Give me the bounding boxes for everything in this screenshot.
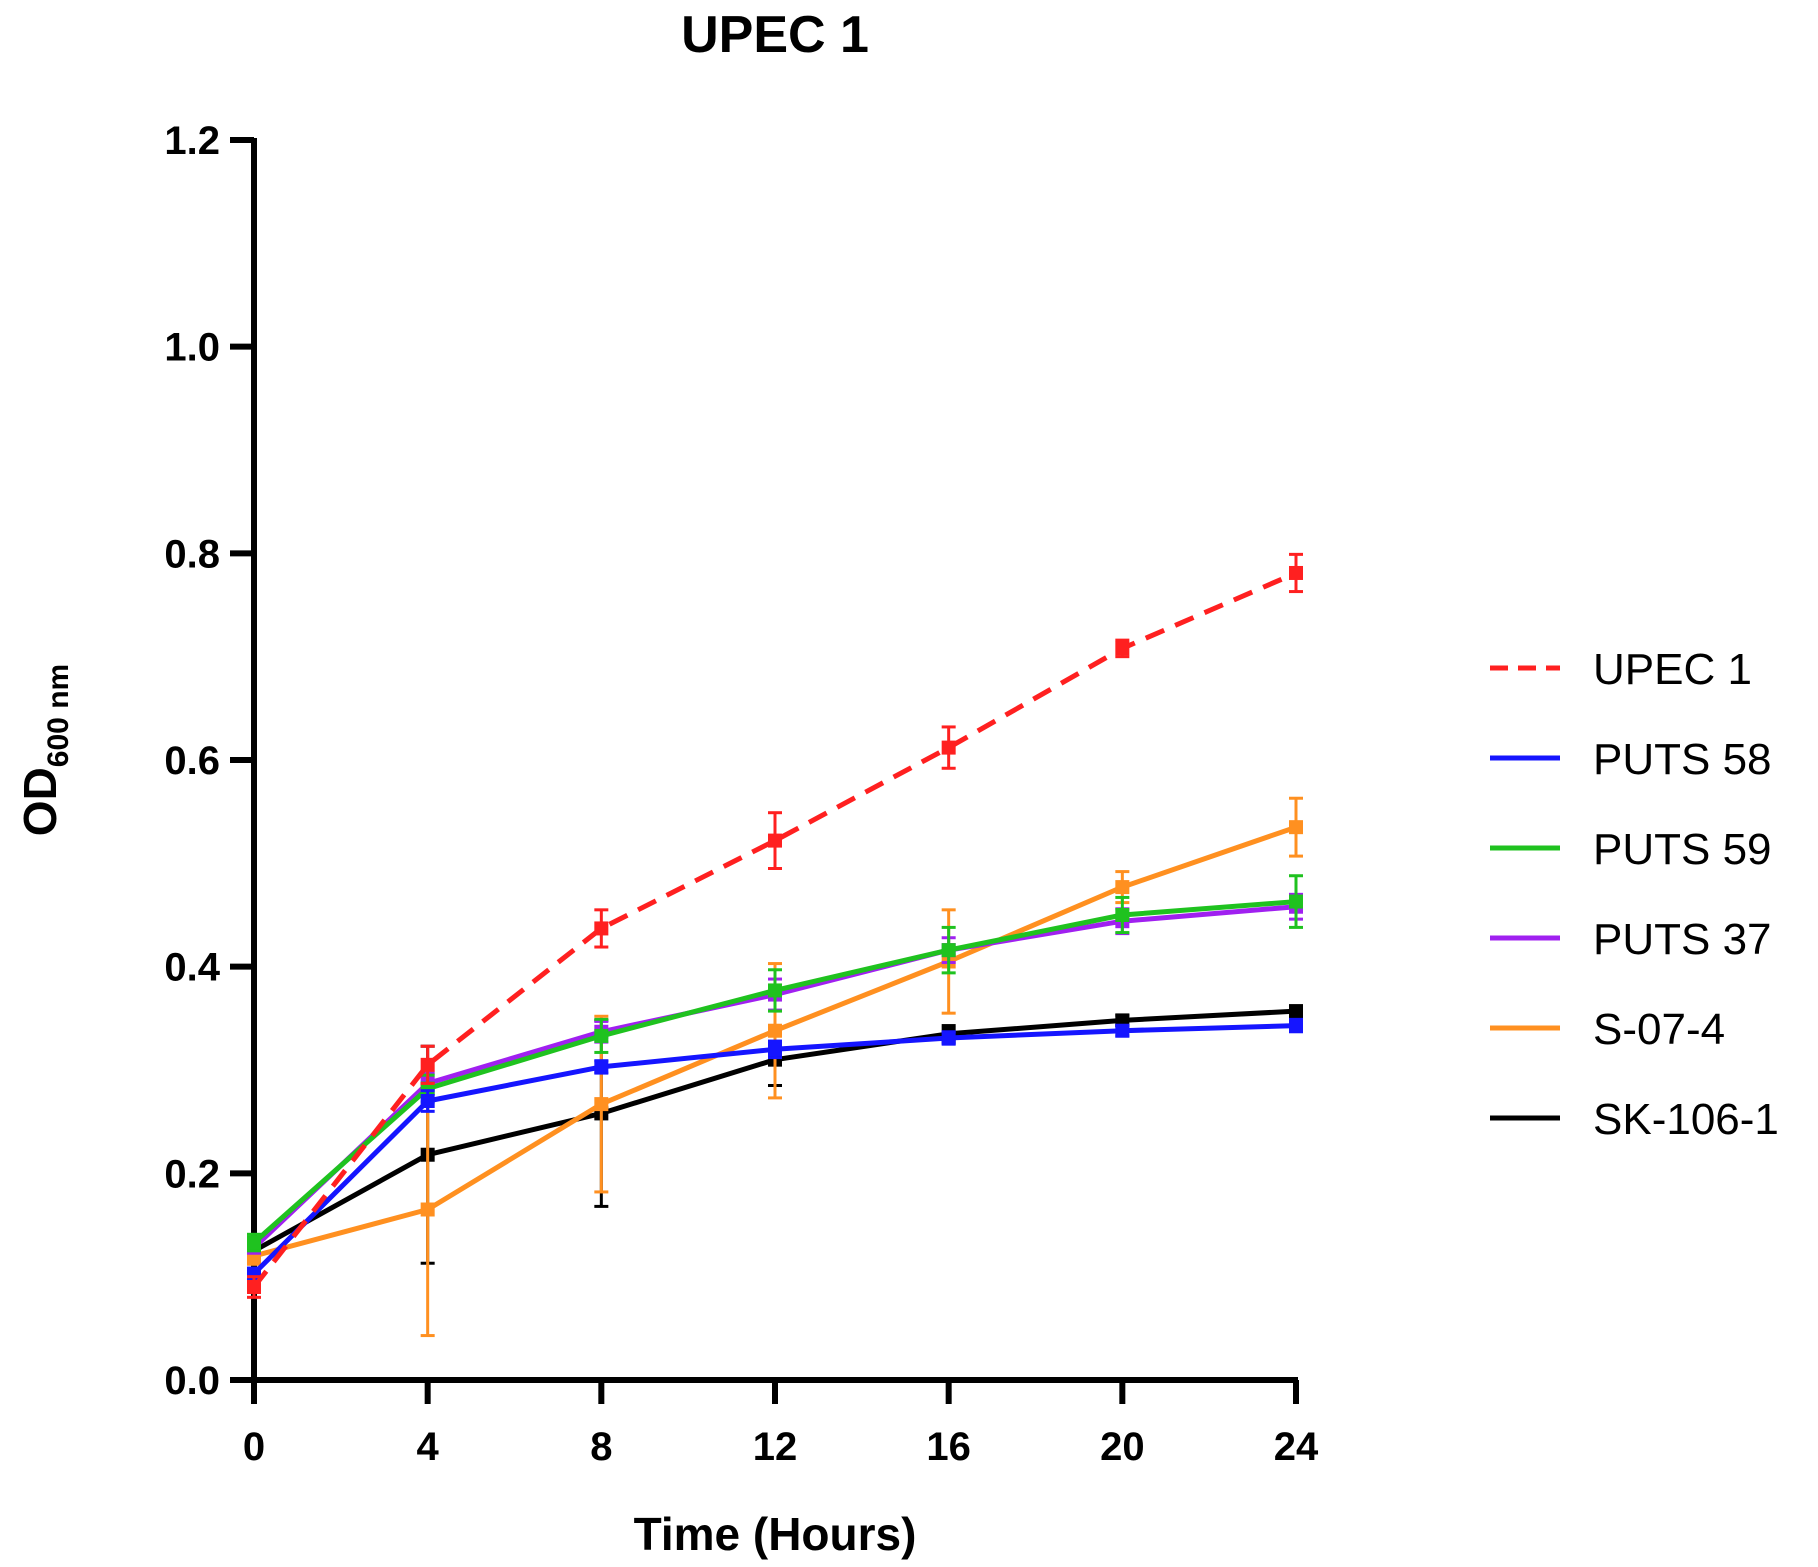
data-point xyxy=(420,1202,435,1217)
legend-label: SK-106-1 xyxy=(1593,1095,1779,1144)
data-point xyxy=(247,1235,261,1250)
legend-label: UPEC 1 xyxy=(1593,645,1752,694)
data-point xyxy=(1289,565,1303,580)
legend-label: S-07-4 xyxy=(1593,1005,1725,1054)
data-point xyxy=(247,1280,261,1294)
data-point xyxy=(941,1030,956,1045)
data-point xyxy=(1289,1004,1303,1019)
data-point xyxy=(594,1028,609,1043)
legend-label: PUTS 59 xyxy=(1593,825,1772,874)
y-axis-title: OD600 nm xyxy=(14,664,75,836)
data-point xyxy=(768,1042,782,1057)
x-tick-label: 16 xyxy=(926,1425,971,1469)
series-upec-1 xyxy=(247,552,1303,1299)
x-tick-label: 0 xyxy=(243,1425,265,1469)
y-axis-title-main: OD xyxy=(14,767,66,836)
series-layer xyxy=(247,552,1303,1338)
x-tick-label: 4 xyxy=(417,1425,440,1469)
data-point xyxy=(1115,641,1130,656)
legend: UPEC 1 PUTS 58 PUTS 59 PUTS 37 S-07-4 SK-106-… xyxy=(1490,645,1779,1144)
data-point xyxy=(1115,1023,1130,1038)
series-puts-59 xyxy=(247,874,1303,1253)
x-tick-label: 8 xyxy=(590,1425,612,1469)
legend-label: PUTS 37 xyxy=(1593,915,1772,964)
legend-label: PUTS 58 xyxy=(1593,735,1772,784)
x-tick-label: 24 xyxy=(1274,1425,1319,1469)
y-tick-label: 0.0 xyxy=(164,1359,220,1403)
data-point xyxy=(768,983,782,998)
data-point xyxy=(420,1094,435,1108)
data-point xyxy=(594,1059,609,1074)
y-tick-label: 0.2 xyxy=(164,1152,220,1196)
x-tick-label: 20 xyxy=(1100,1425,1145,1469)
series-puts-58 xyxy=(247,1017,1303,1281)
data-point xyxy=(1115,908,1130,922)
axes: 0.0 0.2 0.4 0.6 0.8 1.0 1.2 0 4 8 12 16 20 24 xyxy=(164,119,1319,1469)
y-tick-label: 1.2 xyxy=(164,119,220,163)
x-tick-label: 12 xyxy=(753,1425,798,1469)
y-tick-label: 1.0 xyxy=(164,326,220,370)
data-point xyxy=(1289,1018,1303,1033)
data-point xyxy=(1289,820,1303,835)
y-tick-label: 0.6 xyxy=(164,739,220,783)
data-point xyxy=(768,1023,782,1038)
data-point xyxy=(594,1097,609,1112)
x-axis-title: Time (Hours) xyxy=(634,1508,917,1560)
data-point xyxy=(941,943,956,958)
series-s-07-4 xyxy=(247,796,1303,1338)
data-point xyxy=(1289,894,1303,909)
y-tick-label: 0.4 xyxy=(164,946,220,990)
data-point xyxy=(1115,880,1130,895)
data-point xyxy=(768,833,782,848)
y-tick-label: 0.8 xyxy=(164,532,220,576)
data-point xyxy=(941,740,956,755)
y-axis-title-sub: 600 nm xyxy=(42,664,75,767)
series-line xyxy=(252,570,1297,1289)
data-point xyxy=(420,1057,435,1072)
chart-title: UPEC 1 xyxy=(681,6,869,64)
data-point xyxy=(594,921,609,936)
